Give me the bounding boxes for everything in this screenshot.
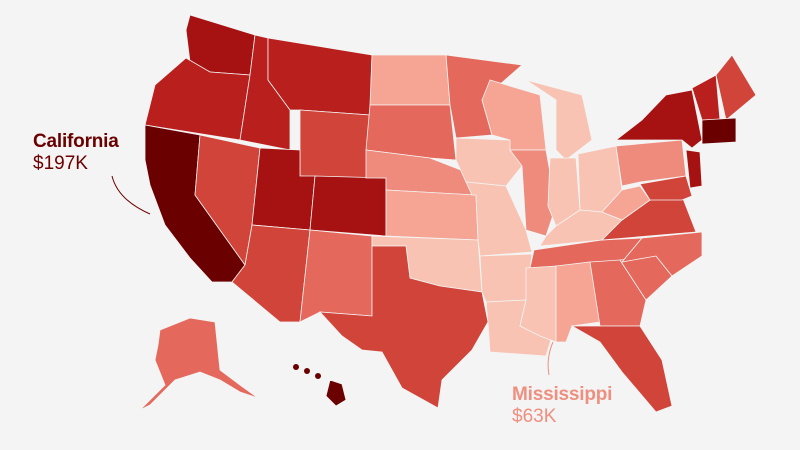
california-value: $197K	[33, 153, 88, 174]
state-texas	[319, 245, 489, 409]
hawaii-island	[293, 364, 299, 370]
state-alaska	[139, 317, 259, 411]
state-wisconsin	[481, 79, 547, 151]
state-maryland	[639, 175, 693, 201]
state-maine	[715, 54, 757, 121]
state-pennsylvania	[615, 139, 687, 187]
california-label: California	[33, 131, 119, 152]
hawaii-island	[304, 368, 310, 374]
mississippi-leader-line	[547, 341, 554, 376]
state-florida	[570, 325, 673, 413]
state-north-dakota	[369, 54, 451, 106]
state-wyoming	[299, 109, 371, 181]
state-georgia	[589, 259, 647, 327]
state-kansas	[385, 189, 479, 241]
state-new-jersey	[685, 149, 703, 189]
mississippi-label: Mississippi	[512, 384, 613, 405]
state-new-mexico	[299, 229, 373, 323]
state-north-carolina	[620, 231, 703, 277]
california-leader-line	[111, 175, 151, 215]
state-hawaii	[325, 379, 347, 407]
state-new-york	[614, 89, 703, 149]
state-colorado	[309, 175, 387, 237]
state-south-dakota	[365, 104, 457, 161]
state-west-virginia	[601, 185, 651, 221]
state-massachusetts	[701, 117, 737, 145]
hawaii-island	[315, 373, 321, 379]
mississippi-value: $63K	[512, 406, 557, 427]
state-arkansas	[479, 253, 533, 303]
